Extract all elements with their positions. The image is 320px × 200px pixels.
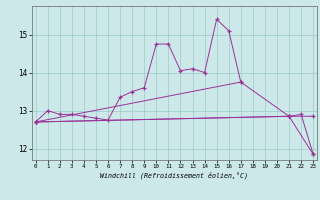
X-axis label: Windchill (Refroidissement éolien,°C): Windchill (Refroidissement éolien,°C): [100, 172, 248, 179]
